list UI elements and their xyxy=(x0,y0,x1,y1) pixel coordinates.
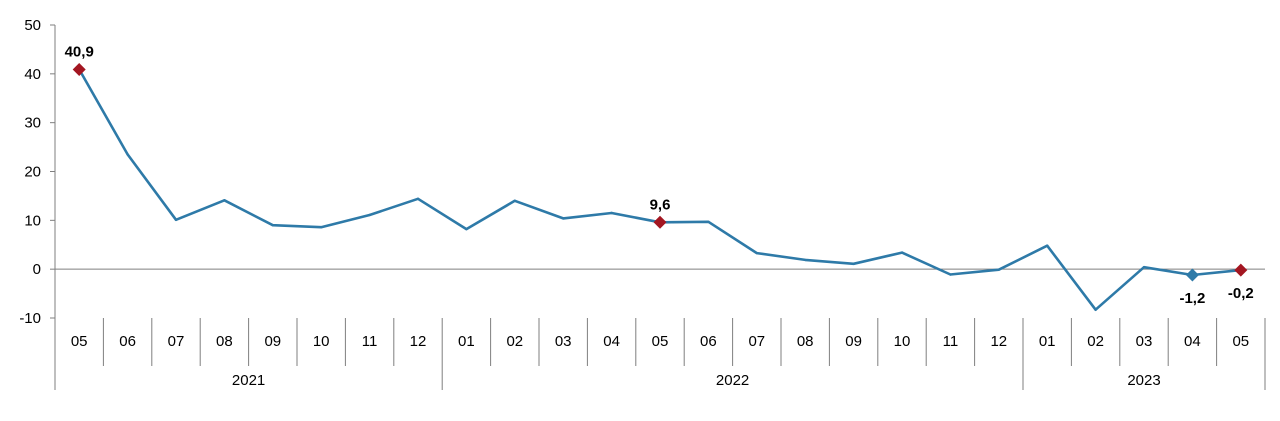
y-tick-label: 40 xyxy=(24,66,41,83)
data-point xyxy=(126,153,129,156)
highlight-marker xyxy=(1234,263,1248,277)
year-group-label: 2023 xyxy=(1127,372,1160,389)
year-group-label: 2021 xyxy=(232,372,265,389)
data-point xyxy=(1142,266,1146,269)
x-tick-label: 06 xyxy=(700,333,717,350)
data-point xyxy=(852,262,855,265)
x-tick-label: 07 xyxy=(168,333,185,350)
data-point xyxy=(610,211,613,215)
x-tick-label: 06 xyxy=(119,333,136,350)
x-tick-label: 01 xyxy=(1039,333,1056,350)
x-tick-label: 02 xyxy=(1087,333,1104,350)
x-tick-label: 01 xyxy=(458,333,475,350)
series-layer xyxy=(78,68,1243,312)
x-tick-label: 08 xyxy=(216,333,233,350)
data-label: 9,6 xyxy=(650,196,671,213)
highlight-marker xyxy=(653,215,667,229)
data-point xyxy=(320,225,323,229)
x-tick-label: 08 xyxy=(797,333,814,350)
x-tick-label: 09 xyxy=(845,333,862,350)
x-tick-label: 10 xyxy=(894,333,911,350)
x-tick-label: 11 xyxy=(943,333,959,350)
y-tick-label: 20 xyxy=(24,164,41,181)
y-tick-label: 30 xyxy=(24,115,41,132)
x-tick-label: 07 xyxy=(748,333,765,350)
data-label: -0,2 xyxy=(1228,285,1254,302)
data-point xyxy=(900,251,904,254)
x-tick-label: 09 xyxy=(264,333,281,350)
x-tick-label: 10 xyxy=(313,333,330,350)
data-point xyxy=(465,227,468,231)
y-tick-label: 0 xyxy=(33,261,41,278)
data-label: 40,9 xyxy=(65,43,94,60)
x-tick-label: 12 xyxy=(410,333,427,350)
data-point xyxy=(271,224,274,227)
data-point xyxy=(997,268,1000,271)
data-label: -1,2 xyxy=(1179,290,1205,307)
data-point xyxy=(562,217,565,220)
y-tick-label: -10 xyxy=(19,310,41,327)
x-tick-label: 12 xyxy=(990,333,1007,350)
year-group-label: 2022 xyxy=(716,372,749,389)
data-point xyxy=(223,199,226,202)
data-point xyxy=(368,213,371,217)
highlight-marker xyxy=(72,62,86,76)
x-axis-categories: 05 06 07 08 09 10 11 12 01 02 03 04 05 06 07 08 09 10 11 12… xyxy=(54,318,1266,366)
x-tick-label: 05 xyxy=(1232,333,1249,350)
x-tick-label: 03 xyxy=(1136,333,1153,350)
data-point xyxy=(174,218,178,222)
highlight-marker xyxy=(1185,268,1199,282)
chart-axes xyxy=(54,25,1265,318)
data-point xyxy=(1046,244,1049,247)
x-tick-label: 05 xyxy=(71,333,88,350)
y-tick-label: 50 xyxy=(24,17,41,34)
x-tick-label: 03 xyxy=(555,333,572,350)
data-point xyxy=(755,251,758,255)
x-tick-label: 04 xyxy=(603,333,620,350)
data-point xyxy=(804,258,807,262)
series-line xyxy=(78,68,1241,312)
x-tick-label: 04 xyxy=(1184,333,1201,350)
x-axis-year-groups: 2021 2022 2023 xyxy=(54,366,1266,390)
data-point xyxy=(949,273,952,276)
data-point xyxy=(416,197,420,201)
x-tick-label: 02 xyxy=(506,333,523,350)
data-point xyxy=(707,220,710,223)
x-tick-label: 05 xyxy=(652,333,669,350)
data-point xyxy=(1094,308,1097,311)
y-tick-label: 10 xyxy=(24,212,41,229)
highlight-layer: 40,9 9,6 -1,2 -0,2 xyxy=(65,43,1254,307)
y-axis-ticks: -10 0 10 20 30 40 50 xyxy=(19,17,55,327)
data-point xyxy=(513,199,516,202)
x-tick-label: 11 xyxy=(362,333,378,350)
